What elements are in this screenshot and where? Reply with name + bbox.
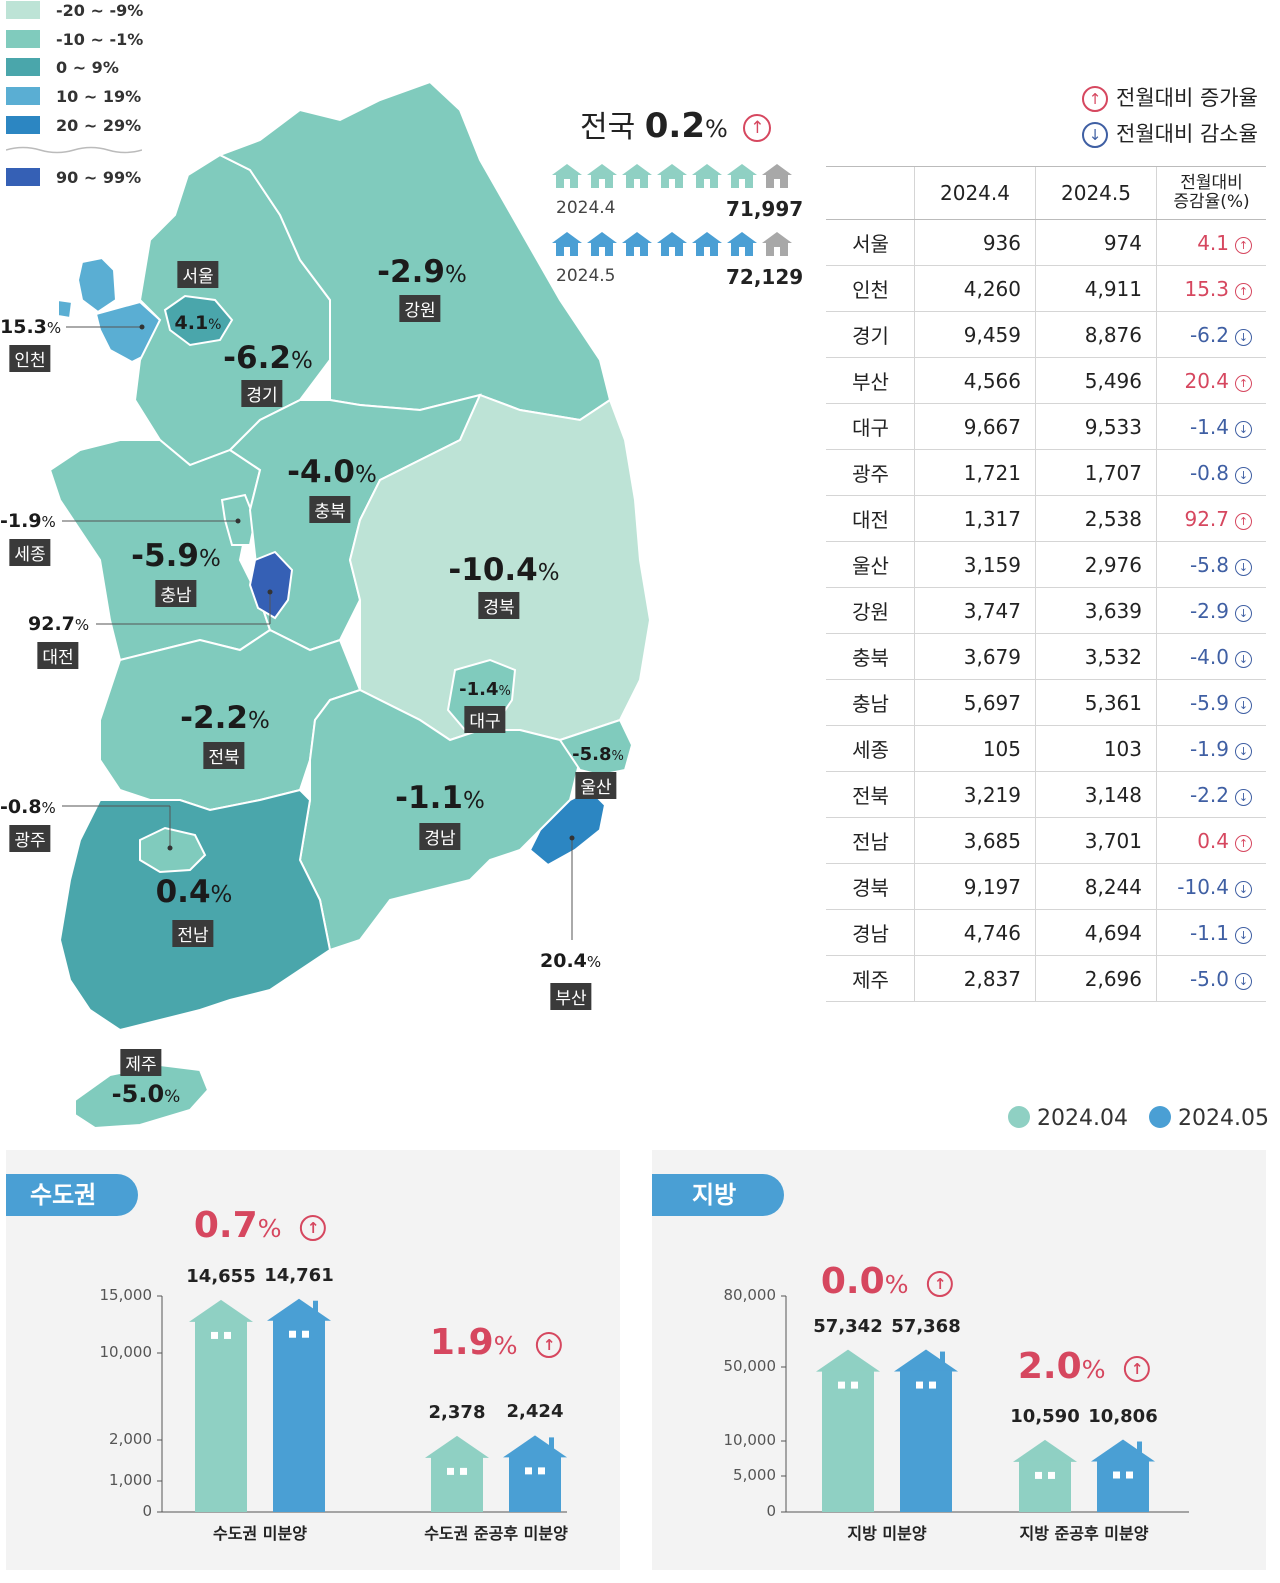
bar-value-label: 10,806 <box>1088 1406 1157 1427</box>
up-arrow-icon: ↑ <box>927 1271 953 1297</box>
y-tick-label: 50,000 <box>706 1357 776 1375</box>
y-tick-label: 10,000 <box>706 1431 776 1449</box>
change-rate-value: 0.0 <box>821 1261 885 1302</box>
x-category-label: 지방 미분양 <box>847 1520 926 1544</box>
bar-value-label: 57,342 <box>813 1316 882 1337</box>
y-tick-label: 5,000 <box>706 1466 776 1484</box>
change-rate-unit: % <box>1082 1355 1106 1384</box>
change-rate-unit: % <box>885 1270 909 1299</box>
bar <box>816 1350 880 1512</box>
bar <box>1013 1440 1077 1512</box>
up-arrow-icon: ↑ <box>1124 1356 1150 1382</box>
change-rate: 2.0% ↑ <box>1018 1346 1150 1387</box>
bar-value-label: 57,368 <box>891 1316 960 1337</box>
change-rate: 0.0% ↑ <box>821 1261 953 1302</box>
bar <box>894 1350 958 1512</box>
y-tick-label: 80,000 <box>706 1286 776 1304</box>
bar <box>1091 1440 1155 1512</box>
y-tick-label: 0 <box>706 1502 776 1520</box>
x-category-label: 지방 준공후 미분양 <box>1020 1520 1149 1544</box>
bar-value-label: 10,590 <box>1010 1406 1079 1427</box>
change-rate-value: 2.0 <box>1018 1346 1082 1387</box>
